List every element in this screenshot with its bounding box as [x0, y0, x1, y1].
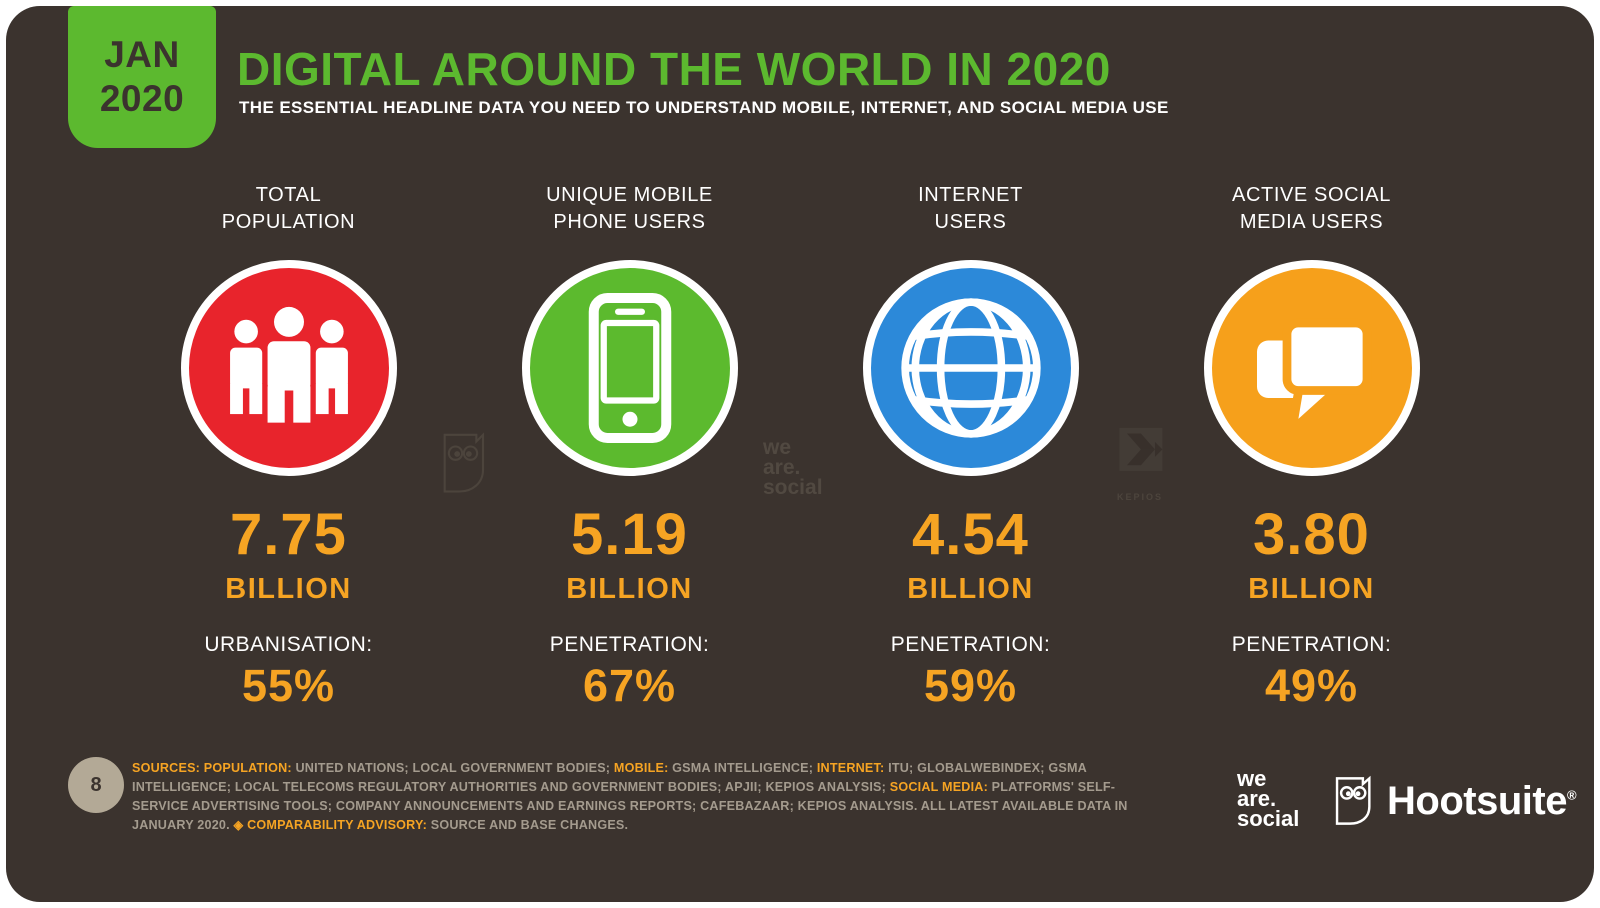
metric-stat-value: 49%	[1264, 660, 1359, 711]
metric-value: 3.80	[1253, 502, 1370, 567]
metric-stat-value: 59%	[923, 660, 1018, 711]
metric-stat-value: 55%	[241, 660, 336, 711]
metric-label: ACTIVE SOCIAL MEDIA USERS	[1232, 184, 1391, 233]
mobile-circle	[521, 260, 738, 476]
sources-text: SOURCES: POPULATION: UNITED NATIONS; LOC…	[132, 761, 1128, 833]
metric-stat-label: PENETRATION:	[549, 633, 710, 656]
date-badge: JAN 2020	[68, 6, 216, 148]
metric-stat-label: PENETRATION:	[1231, 633, 1392, 656]
page-subtitle: THE ESSENTIAL HEADLINE DATA YOU NEED TO …	[239, 98, 1169, 117]
date-badge-year: 2020	[99, 78, 185, 119]
metric-unit: BILLION	[1248, 573, 1375, 605]
metric-unit: BILLION	[225, 573, 352, 605]
globe-icon	[900, 298, 1041, 438]
hootsuite-logo: Hootsuite®	[1333, 775, 1577, 827]
page-number-badge: 8	[68, 757, 124, 813]
metric-label: UNIQUE MOBILE PHONE USERS	[546, 184, 713, 233]
metric-mobile-users: UNIQUE MOBILE PHONE USERS 5.19 BILLION P…	[459, 182, 800, 712]
metric-label: INTERNET USERS	[918, 184, 1023, 233]
hootsuite-owl-icon	[1335, 775, 1371, 825]
smartphone-icon	[588, 293, 671, 443]
we-are-social-logo: we are. social	[1237, 766, 1300, 832]
metric-label: TOTAL POPULATION	[221, 184, 356, 233]
metric-unit: BILLION	[907, 573, 1034, 605]
page-title: DIGITAL AROUND THE WORLD IN 2020	[237, 43, 1111, 95]
metric-stat-label: PENETRATION:	[890, 633, 1051, 656]
metric-value: 7.75	[230, 502, 347, 567]
hootsuite-owl-watermark-icon	[438, 428, 488, 505]
metric-unit: BILLION	[566, 573, 693, 605]
metric-stat-label: URBANISATION:	[204, 633, 373, 656]
metric-total-population: TOTAL POPULATION	[118, 182, 459, 712]
population-circle	[180, 260, 397, 476]
metric-stat-value: 67%	[582, 660, 677, 711]
metrics-row: TOTAL POPULATION	[118, 182, 1482, 712]
internet-circle	[862, 260, 1079, 476]
date-badge-month: JAN	[104, 34, 180, 76]
metric-social-users: ACTIVE SOCIAL MEDIA USERS 3.80 BILLION P…	[1141, 182, 1482, 712]
hootsuite-wordmark: Hootsuite®	[1387, 778, 1577, 823]
metric-value: 4.54	[912, 502, 1029, 567]
we-are-social-watermark: we are. social	[763, 436, 823, 499]
people-icon	[229, 306, 348, 423]
metric-value: 5.19	[571, 502, 688, 567]
social-circle	[1203, 260, 1420, 476]
chat-bubbles-icon	[1256, 318, 1371, 443]
metric-internet-users: INTERNET USERS 4.54 BILLION PENETRA	[800, 182, 1141, 712]
kepios-watermark-icon: KEPIOS	[1112, 426, 1168, 502]
infographic-card: JAN 2020 DIGITAL AROUND THE WORLD IN 202…	[6, 6, 1594, 902]
